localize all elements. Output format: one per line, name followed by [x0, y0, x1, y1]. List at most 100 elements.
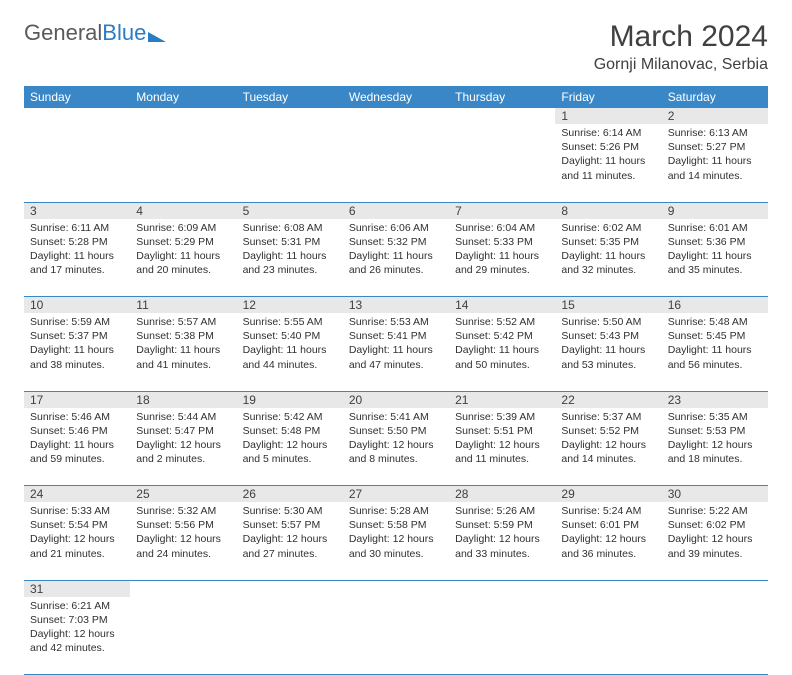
- daylight-text-line1: Daylight: 11 hours: [136, 343, 230, 357]
- sunset-text: Sunset: 5:26 PM: [561, 140, 655, 154]
- sunrise-text: Sunrise: 6:13 AM: [668, 126, 762, 140]
- daylight-text-line1: Daylight: 12 hours: [668, 532, 762, 546]
- sunrise-text: Sunrise: 5:33 AM: [30, 504, 124, 518]
- daylight-text-line1: Daylight: 11 hours: [243, 343, 337, 357]
- calendar-table: Sunday Monday Tuesday Wednesday Thursday…: [24, 86, 768, 675]
- day-number: [662, 580, 768, 597]
- daylight-text-line2: and 44 minutes.: [243, 358, 337, 372]
- day-number: 31: [24, 580, 130, 597]
- day-cell: Sunrise: 5:46 AMSunset: 5:46 PMDaylight:…: [24, 408, 130, 486]
- sunset-text: Sunset: 5:46 PM: [30, 424, 124, 438]
- day-number: 19: [237, 391, 343, 408]
- day-number: [130, 580, 236, 597]
- sunset-text: Sunset: 5:47 PM: [136, 424, 230, 438]
- daylight-text-line1: Daylight: 12 hours: [455, 438, 549, 452]
- day-cell: Sunrise: 5:30 AMSunset: 5:57 PMDaylight:…: [237, 502, 343, 580]
- day-number: 14: [449, 297, 555, 314]
- daylight-text-line1: Daylight: 12 hours: [349, 438, 443, 452]
- day-number: 26: [237, 486, 343, 503]
- month-title: March 2024: [594, 20, 768, 54]
- day-cell: [130, 124, 236, 202]
- day-cell: Sunrise: 5:39 AMSunset: 5:51 PMDaylight:…: [449, 408, 555, 486]
- sunset-text: Sunset: 6:02 PM: [668, 518, 762, 532]
- weekday-header: Monday: [130, 86, 236, 108]
- day-cell: Sunrise: 6:06 AMSunset: 5:32 PMDaylight:…: [343, 219, 449, 297]
- sunset-text: Sunset: 5:38 PM: [136, 329, 230, 343]
- daylight-text-line2: and 41 minutes.: [136, 358, 230, 372]
- day-cell: [237, 597, 343, 675]
- sunrise-text: Sunrise: 6:09 AM: [136, 221, 230, 235]
- day-number: 28: [449, 486, 555, 503]
- sunset-text: Sunset: 5:28 PM: [30, 235, 124, 249]
- daylight-text-line1: Daylight: 11 hours: [668, 343, 762, 357]
- weekday-header: Thursday: [449, 86, 555, 108]
- daylight-text-line2: and 36 minutes.: [561, 547, 655, 561]
- sunrise-text: Sunrise: 5:42 AM: [243, 410, 337, 424]
- daylight-text-line2: and 42 minutes.: [30, 641, 124, 655]
- sunset-text: Sunset: 5:37 PM: [30, 329, 124, 343]
- sunrise-text: Sunrise: 5:44 AM: [136, 410, 230, 424]
- weekday-header-row: Sunday Monday Tuesday Wednesday Thursday…: [24, 86, 768, 108]
- weekday-header: Friday: [555, 86, 661, 108]
- daylight-text-line1: Daylight: 12 hours: [136, 532, 230, 546]
- sunrise-text: Sunrise: 5:57 AM: [136, 315, 230, 329]
- day-number: 4: [130, 202, 236, 219]
- daylight-text-line1: Daylight: 11 hours: [136, 249, 230, 263]
- day-cell: [343, 124, 449, 202]
- day-cell: Sunrise: 5:52 AMSunset: 5:42 PMDaylight:…: [449, 313, 555, 391]
- day-number: 25: [130, 486, 236, 503]
- day-cell: [130, 597, 236, 675]
- daylight-text-line1: Daylight: 11 hours: [561, 343, 655, 357]
- sunrise-text: Sunrise: 5:53 AM: [349, 315, 443, 329]
- day-number: 24: [24, 486, 130, 503]
- day-number: [449, 580, 555, 597]
- sunrise-text: Sunrise: 5:48 AM: [668, 315, 762, 329]
- day-cell: Sunrise: 5:33 AMSunset: 5:54 PMDaylight:…: [24, 502, 130, 580]
- sunset-text: Sunset: 5:43 PM: [561, 329, 655, 343]
- day-number: 27: [343, 486, 449, 503]
- daylight-text-line1: Daylight: 12 hours: [349, 532, 443, 546]
- day-content-row: Sunrise: 6:14 AMSunset: 5:26 PMDaylight:…: [24, 124, 768, 202]
- daylight-text-line2: and 53 minutes.: [561, 358, 655, 372]
- day-cell: Sunrise: 5:53 AMSunset: 5:41 PMDaylight:…: [343, 313, 449, 391]
- daylight-text-line1: Daylight: 11 hours: [30, 343, 124, 357]
- day-number: 2: [662, 108, 768, 124]
- day-number: [555, 580, 661, 597]
- daylight-text-line1: Daylight: 12 hours: [136, 438, 230, 452]
- sunset-text: Sunset: 5:29 PM: [136, 235, 230, 249]
- day-number: [237, 108, 343, 124]
- day-cell: Sunrise: 6:13 AMSunset: 5:27 PMDaylight:…: [662, 124, 768, 202]
- sunrise-text: Sunrise: 5:55 AM: [243, 315, 337, 329]
- day-number: [343, 580, 449, 597]
- daylight-text-line1: Daylight: 11 hours: [561, 154, 655, 168]
- day-number: [130, 108, 236, 124]
- daylight-text-line2: and 24 minutes.: [136, 547, 230, 561]
- sunrise-text: Sunrise: 5:50 AM: [561, 315, 655, 329]
- logo-text-general: General: [24, 20, 102, 46]
- daylight-text-line2: and 21 minutes.: [30, 547, 124, 561]
- sunset-text: Sunset: 5:36 PM: [668, 235, 762, 249]
- day-number: 23: [662, 391, 768, 408]
- daylight-text-line1: Daylight: 11 hours: [455, 249, 549, 263]
- sunset-text: Sunset: 5:41 PM: [349, 329, 443, 343]
- daylight-text-line2: and 47 minutes.: [349, 358, 443, 372]
- sunset-text: Sunset: 5:42 PM: [455, 329, 549, 343]
- daylight-text-line2: and 32 minutes.: [561, 263, 655, 277]
- day-cell: Sunrise: 5:44 AMSunset: 5:47 PMDaylight:…: [130, 408, 236, 486]
- sunrise-text: Sunrise: 6:21 AM: [30, 599, 124, 613]
- sunset-text: Sunset: 5:58 PM: [349, 518, 443, 532]
- day-number-row: 3456789: [24, 202, 768, 219]
- logo: GeneralBlue: [24, 20, 166, 46]
- day-cell: Sunrise: 5:37 AMSunset: 5:52 PMDaylight:…: [555, 408, 661, 486]
- day-cell: [24, 124, 130, 202]
- daylight-text-line2: and 29 minutes.: [455, 263, 549, 277]
- sunrise-text: Sunrise: 6:06 AM: [349, 221, 443, 235]
- day-cell: Sunrise: 5:42 AMSunset: 5:48 PMDaylight:…: [237, 408, 343, 486]
- sunrise-text: Sunrise: 6:01 AM: [668, 221, 762, 235]
- day-cell: Sunrise: 5:26 AMSunset: 5:59 PMDaylight:…: [449, 502, 555, 580]
- day-number: 29: [555, 486, 661, 503]
- day-content-row: Sunrise: 6:11 AMSunset: 5:28 PMDaylight:…: [24, 219, 768, 297]
- title-block: March 2024 Gornji Milanovac, Serbia: [594, 20, 768, 74]
- day-cell: Sunrise: 5:35 AMSunset: 5:53 PMDaylight:…: [662, 408, 768, 486]
- daylight-text-line1: Daylight: 12 hours: [30, 532, 124, 546]
